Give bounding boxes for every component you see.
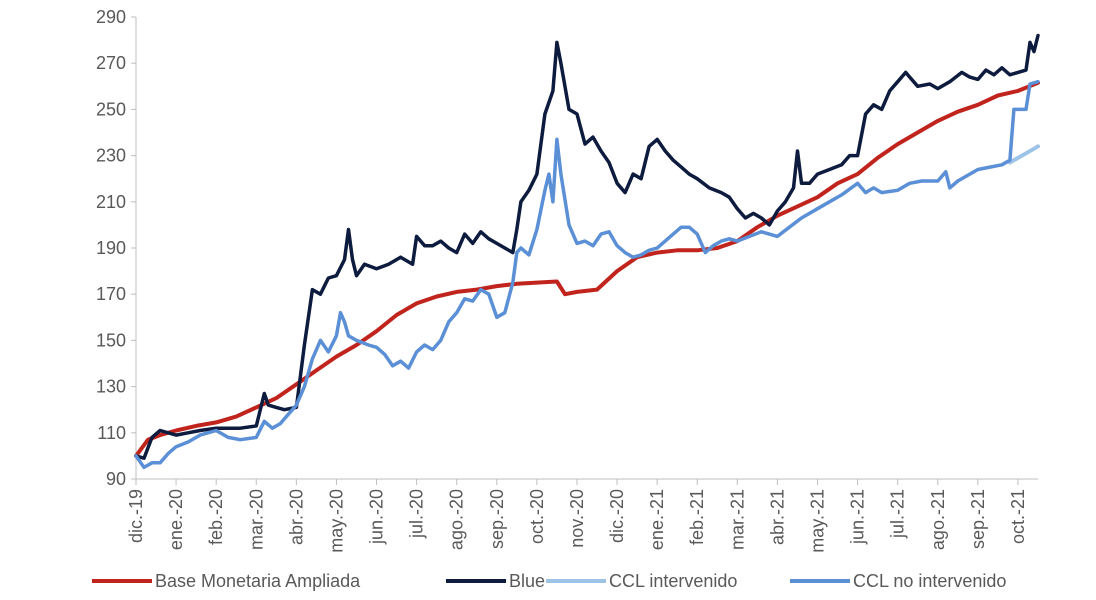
x-tick-label: ene.-20 [166,489,186,550]
x-tick-label: abr.-20 [286,489,306,545]
y-tick-label: 290 [96,7,126,27]
x-tick-label: ago.-20 [447,489,467,550]
series-line-1 [134,33,1040,460]
y-tick-label: 250 [96,99,126,119]
series-line-2 [1007,144,1040,165]
x-tick-label: feb.-21 [687,489,707,545]
x-tick-label: ene.-21 [647,489,667,550]
y-tick-label: 90 [106,469,126,489]
x-tick-label: jul.-20 [407,489,427,539]
y-tick-label: 150 [96,330,126,350]
x-tick-label: mar.-21 [727,489,747,550]
series-line-3 [134,79,1040,470]
y-axis-ticks: 90 110 130 150 170 190 210 230 250 270 290 [96,7,136,489]
legend: Base Monetaria Ampliada Blue CCL interveni… [92,571,1006,591]
x-axis-ticks: dic.-19 ene.-20 feb.-20 mar.-20 abr.-20 may.-… [126,479,1028,553]
x-tick-label: jul.-21 [888,489,908,539]
x-tick-label: abr.-21 [767,489,787,545]
x-tick-label: oct.-21 [1008,489,1028,544]
x-tick-label: may.-21 [808,489,828,553]
x-tick-label: jun.-21 [848,489,868,545]
y-tick-label: 170 [96,284,126,304]
x-tick-label: oct.-20 [527,489,547,544]
y-tick-label: 210 [96,192,126,212]
y-tick-label: 110 [97,423,126,443]
series-lines [134,33,1040,470]
legend-label-0: Base Monetaria Ampliada [155,571,361,591]
legend-label-3: CCL no intervenido [853,571,1006,591]
legend-label-1: Blue [509,571,545,591]
y-tick-label: 190 [96,238,126,258]
x-tick-label: dic.-20 [607,489,627,543]
x-tick-label: sep.-20 [487,489,507,549]
x-tick-label: dic.-19 [126,489,146,543]
series-line-0 [134,80,1040,458]
y-tick-label: 130 [96,377,126,397]
chart-axes [135,17,1038,480]
x-tick-label: mar.-20 [246,489,266,550]
x-tick-label: ago.-21 [928,489,948,550]
x-tick-label: feb.-20 [206,489,226,545]
legend-label-2: CCL intervenido [609,571,737,591]
x-tick-label: jun.-20 [367,489,387,545]
x-tick-label: may.-20 [326,489,346,553]
y-tick-label: 270 [96,53,126,73]
x-tick-label: nov.-20 [567,489,587,548]
x-tick-label: sep.-21 [968,489,988,549]
y-tick-label: 230 [96,146,126,166]
